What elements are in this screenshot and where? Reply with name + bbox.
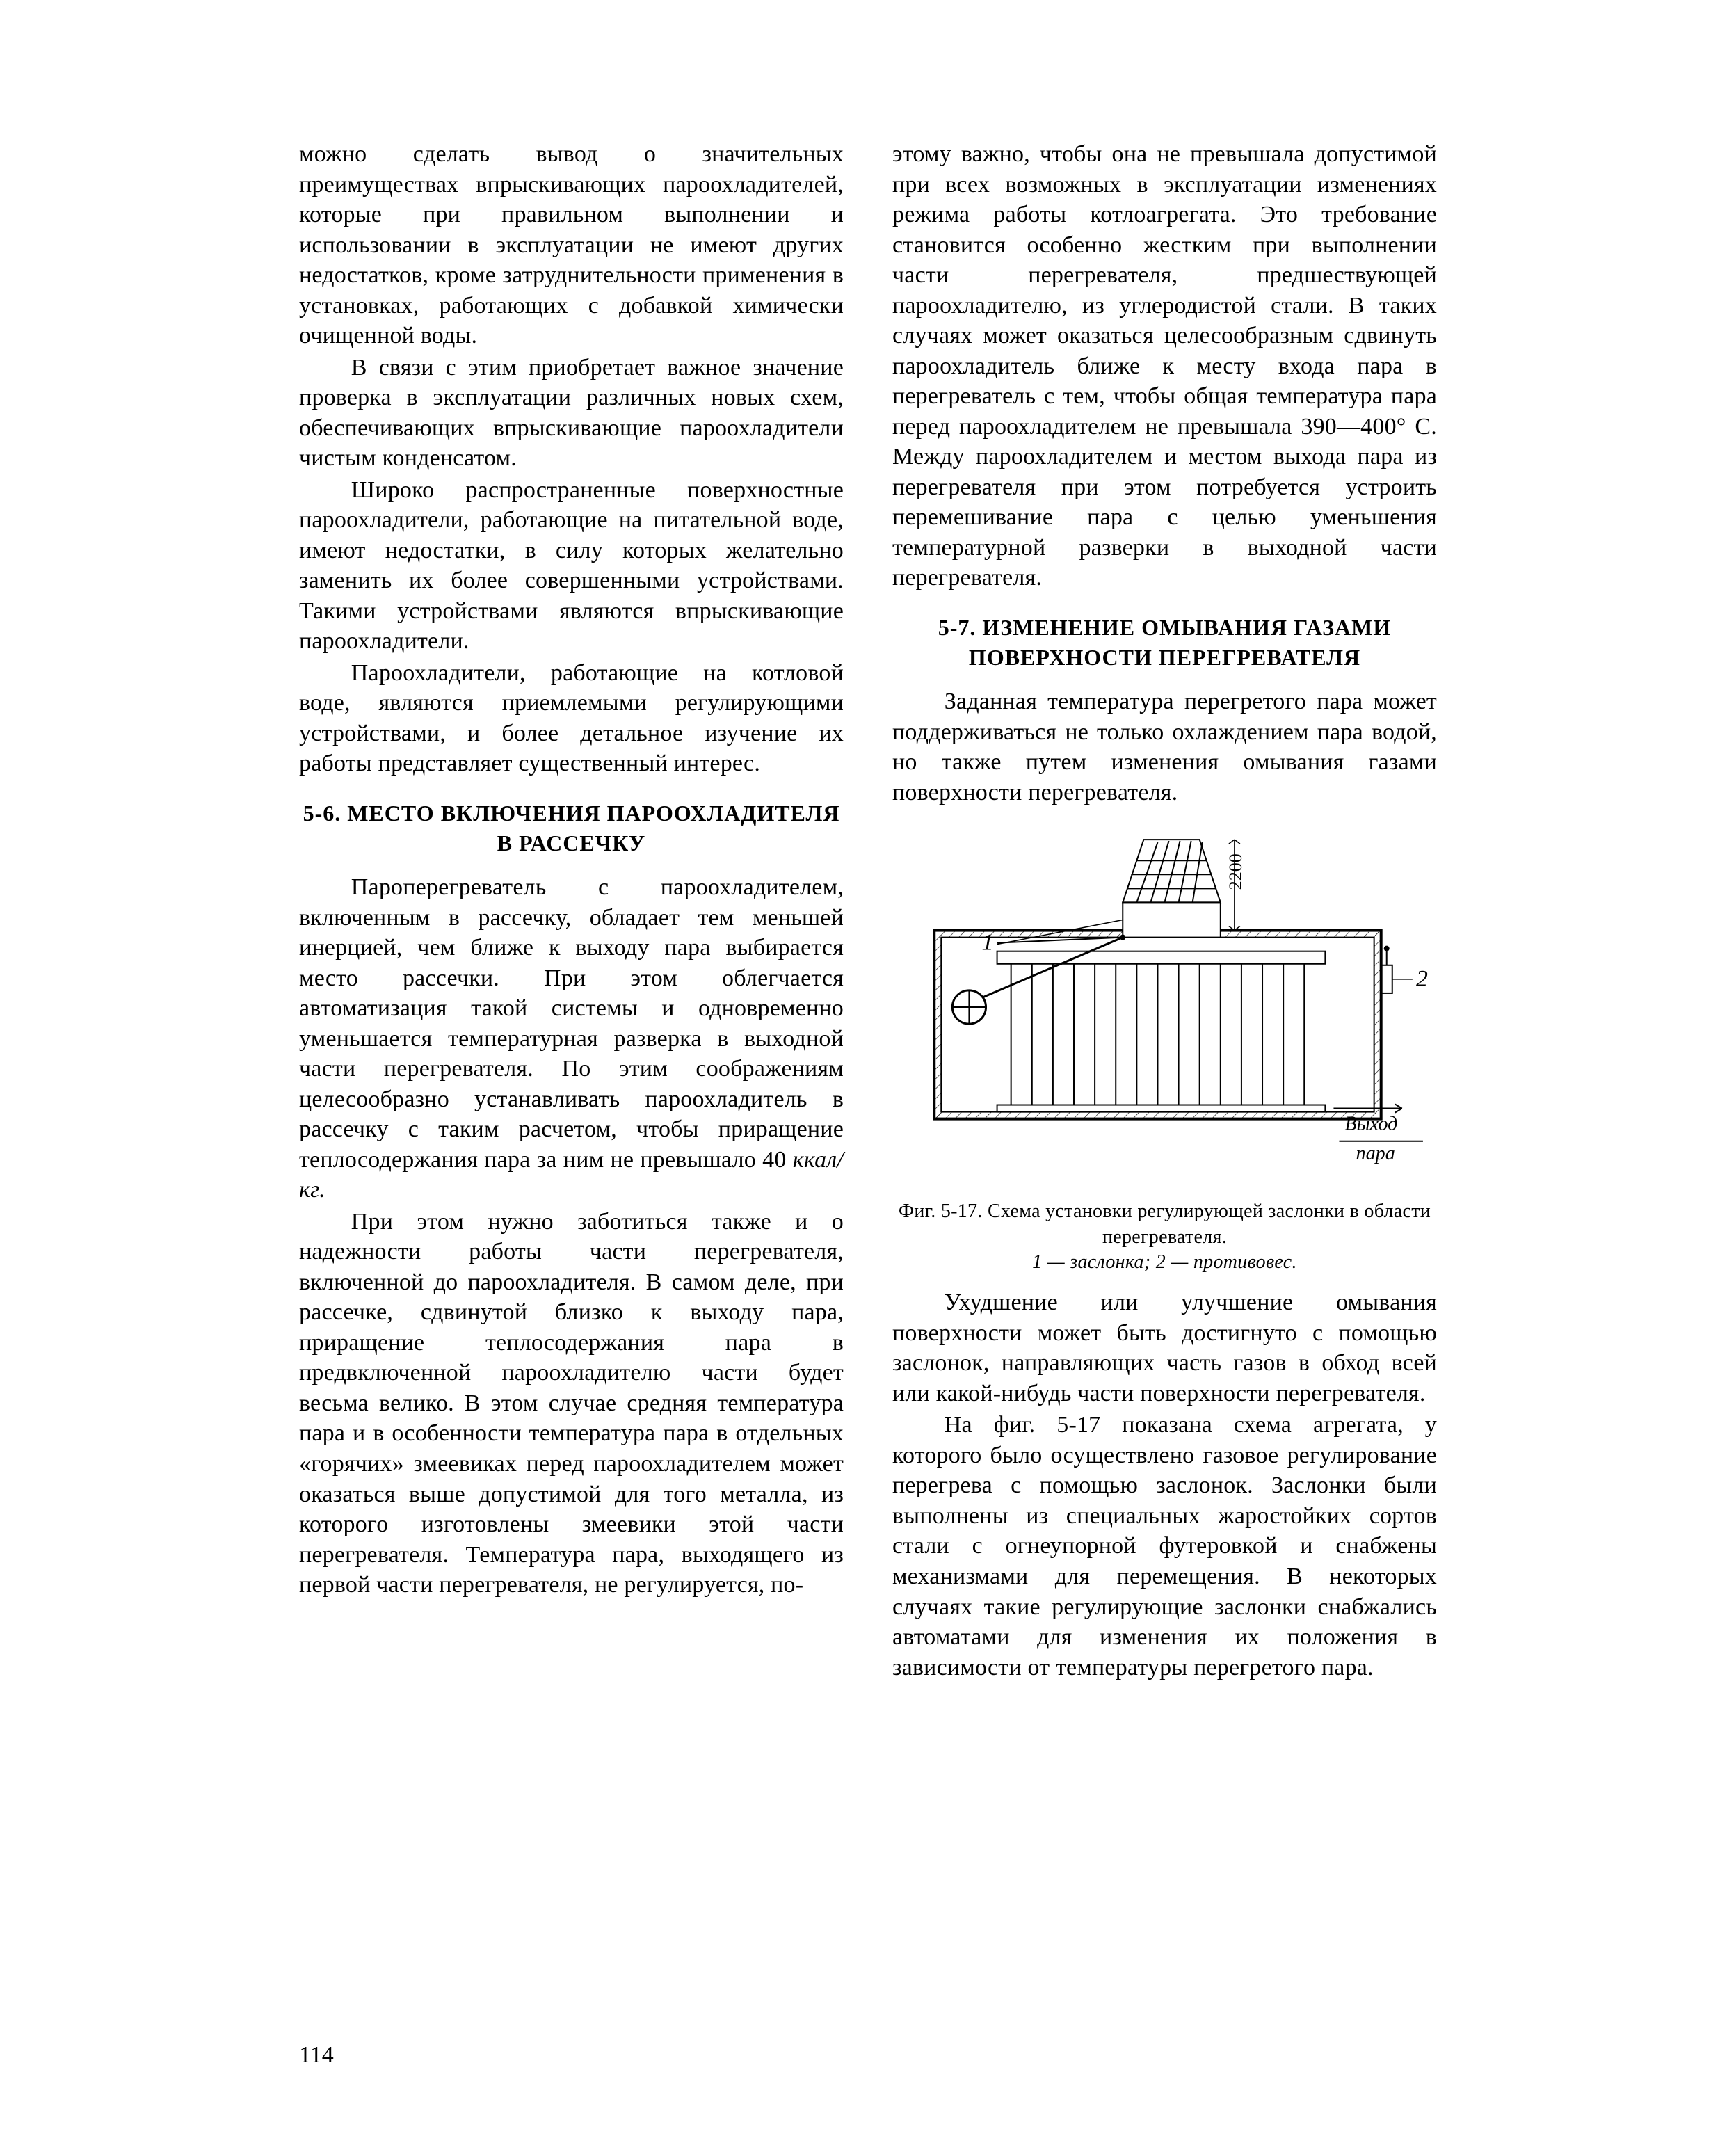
paragraph: Широко распространенные поверхностные па…: [299, 475, 844, 657]
page: можно сделать вывод о значительных преим…: [0, 0, 1736, 2152]
figure-5-17: 2200: [892, 826, 1437, 1275]
figure-outlet-label-2: пара: [1356, 1143, 1395, 1164]
paragraph: Пароперегреватель с пароохладителем, вкл…: [299, 872, 844, 1205]
figure-outlet-label-1: Выход: [1344, 1114, 1397, 1135]
section-heading-5-6: 5-6. МЕСТО ВКЛЮЧЕНИЯ ПАРООХЛАДИТЕЛЯ В РА…: [299, 798, 844, 858]
two-column-body: можно сделать вывод о значительных преим…: [299, 139, 1437, 1961]
figure-caption-main: Фиг. 5-17. Схема установки регулирующей …: [899, 1201, 1431, 1247]
figure-caption-legend: 1 — заслонка; 2 — противовес.: [1032, 1251, 1297, 1273]
paragraph: этому важно, чтобы она не превышала допу…: [892, 139, 1437, 593]
page-number: 114: [299, 2042, 334, 2069]
paragraph: Пароохладители, работающие на котловой в…: [299, 658, 844, 779]
paragraph-text: Пароперегреватель с пароохладителем, вкл…: [299, 874, 844, 1173]
paragraph: Ухудшение или улучшение омывания поверхн…: [892, 1287, 1437, 1408]
figure-label-1: 1: [981, 930, 993, 956]
paragraph: При этом нужно заботиться также и о наде…: [299, 1207, 844, 1600]
figure-dim-label: 2200: [1225, 853, 1246, 890]
figure-label-2: 2: [1416, 966, 1428, 992]
paragraph: Заданная температура перегретого пара мо…: [892, 686, 1437, 808]
paragraph: можно сделать вывод о значительных преим…: [299, 139, 844, 351]
paragraph: В связи с этим приобретает важное значен…: [299, 353, 844, 474]
figure-caption: Фиг. 5-17. Схема установки регулирующей …: [892, 1199, 1437, 1275]
section-heading-5-7: 5-7. ИЗМЕНЕНИЕ ОМЫВАНИЯ ГАЗАМИ ПОВЕРХНОС…: [892, 613, 1437, 673]
figure-5-17-svg: 2200: [892, 826, 1437, 1189]
paragraph: На фиг. 5-17 показана схема агрегата, у …: [892, 1410, 1437, 1683]
